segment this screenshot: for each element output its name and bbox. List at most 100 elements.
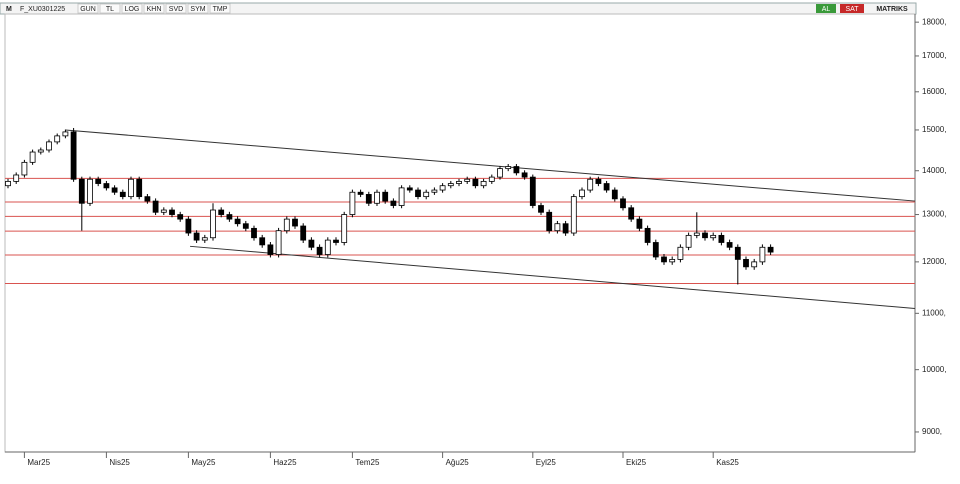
toolbar-button-label[interactable]: TMP <box>213 6 228 13</box>
candle-body <box>275 230 282 255</box>
candle-body <box>21 161 28 176</box>
candle-body <box>365 194 372 204</box>
sell-button[interactable] <box>840 4 864 13</box>
toolbar-button-label[interactable]: SVD <box>169 6 183 13</box>
buy-button[interactable] <box>816 4 836 13</box>
x-tick-label: Ağu25 <box>446 458 470 467</box>
candle-body <box>152 200 159 213</box>
candle-body <box>87 178 93 204</box>
y-tick-label: 15000, <box>922 125 946 134</box>
candle-body <box>669 259 676 263</box>
candle-body <box>333 239 339 243</box>
logo: M <box>6 6 12 13</box>
candle-body <box>29 151 36 163</box>
candle-body <box>341 214 348 243</box>
candle-body <box>488 176 495 182</box>
toolbar-button[interactable] <box>143 3 165 14</box>
candle-body <box>447 183 454 187</box>
candle-body <box>685 234 692 248</box>
toolbar-button[interactable] <box>209 3 231 14</box>
candle-body <box>431 189 438 193</box>
candle-body <box>382 191 389 202</box>
toolbar-button[interactable] <box>121 3 143 14</box>
symbol[interactable]: F_XU0301225 <box>20 6 65 13</box>
candle-body <box>218 209 225 215</box>
candle-body <box>743 259 749 268</box>
candle-body <box>144 196 151 202</box>
candle-body <box>308 239 315 248</box>
y-tick-label: 12000, <box>922 257 946 266</box>
toolbar-button-label[interactable]: SYM <box>190 6 205 13</box>
candle-body <box>521 172 528 178</box>
candle-body <box>13 174 20 182</box>
candle-body <box>620 198 626 209</box>
candle-body <box>726 242 733 248</box>
candle-body <box>661 256 667 263</box>
candle-body <box>759 246 766 263</box>
candle-body <box>169 209 175 215</box>
toolbar-button-label[interactable]: LOG <box>125 6 140 13</box>
candle-body <box>603 183 610 191</box>
candle-body <box>267 244 274 255</box>
candle-body <box>5 180 11 187</box>
candle-body <box>497 168 503 178</box>
toolbar-button[interactable] <box>77 3 99 14</box>
candle-body <box>46 141 52 151</box>
candle-body <box>177 214 184 220</box>
toolbar-button-label[interactable]: GUN <box>80 6 96 13</box>
candle-body <box>456 180 462 184</box>
candle-body <box>349 191 356 215</box>
candle-body <box>316 246 323 255</box>
candle-body <box>570 196 577 234</box>
x-tick-label: Nis25 <box>109 458 130 467</box>
x-tick-label: Haz25 <box>273 458 297 467</box>
toolbar-button[interactable] <box>165 3 187 14</box>
toolbar-button-label[interactable]: TL <box>106 6 114 13</box>
candle-body <box>103 183 110 189</box>
candle-body <box>415 189 421 198</box>
candle-body <box>226 214 233 220</box>
buy-label[interactable]: AL <box>822 6 831 13</box>
candle-body <box>70 131 77 180</box>
candle-body <box>579 189 585 198</box>
candle-body <box>357 191 364 195</box>
candle-body <box>292 218 298 227</box>
candle-body <box>644 227 651 243</box>
candle-body <box>201 237 208 241</box>
candle-body <box>702 232 708 239</box>
y-tick-label: 13000, <box>922 210 946 219</box>
candle-body <box>193 232 200 241</box>
x-tick-label: Eki25 <box>626 458 647 467</box>
candle-body <box>251 227 257 239</box>
candle-body <box>611 189 618 200</box>
candle-body <box>472 178 479 187</box>
x-tick-label: May25 <box>191 458 216 467</box>
candle-body <box>423 191 430 198</box>
toolbar-button[interactable] <box>187 3 209 14</box>
y-tick-label: 14000, <box>922 166 946 175</box>
candle-body <box>595 178 602 184</box>
candle-body <box>78 178 85 204</box>
candle-body <box>587 178 594 191</box>
sell-label[interactable]: SAT <box>845 6 859 13</box>
candle-body <box>554 223 561 232</box>
candle-body <box>128 178 134 198</box>
y-tick-label: 18000, <box>922 17 946 26</box>
candle-body <box>538 205 544 213</box>
candle-body <box>734 246 741 260</box>
candle-body <box>160 209 167 213</box>
candle-body <box>374 191 380 204</box>
x-tick-label: Mar25 <box>27 458 50 467</box>
toolbar-button[interactable] <box>99 3 121 14</box>
candle-body <box>234 218 241 225</box>
x-tick-label: Kas25 <box>716 458 739 467</box>
candle-body <box>95 178 102 184</box>
trend-line <box>65 129 915 202</box>
candle-body <box>62 131 69 137</box>
toolbar-button-label[interactable]: KHN <box>147 6 162 13</box>
candle-body <box>37 149 44 153</box>
y-tick-label: 11000, <box>922 308 946 317</box>
candle-body <box>390 200 397 206</box>
